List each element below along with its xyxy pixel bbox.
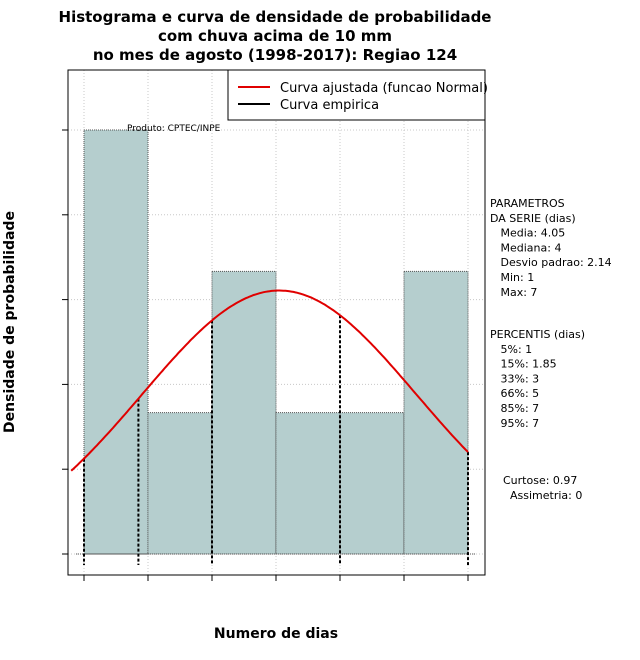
- histogram-bar: [403, 270, 469, 555]
- params-line: Max: 7: [490, 286, 537, 299]
- normal-curve: [70, 289, 469, 472]
- legend-box: [227, 69, 486, 121]
- params-line: Min: 1: [490, 271, 534, 284]
- percentis-line: 66%: 5: [490, 387, 539, 400]
- product-annotation: Produto: CPTEC/INPE: [127, 124, 221, 134]
- histogram-bar: [147, 412, 213, 555]
- chart-title-line-3: no mes de agosto (1998-2017): Regiao 124: [93, 46, 457, 64]
- percentis-line: 95%: 7: [490, 417, 539, 430]
- params-line: Desvio padrao: 2.14: [490, 256, 612, 269]
- histogram-bar: [339, 412, 405, 555]
- chart-title-line-1: Histograma e curva de densidade de proba…: [59, 8, 492, 26]
- x-axis: [83, 575, 469, 581]
- chart-title-line-2: com chuva acima de 10 mm: [158, 27, 392, 45]
- params-line: DA SERIE (dias): [490, 212, 576, 225]
- percentis-line: 15%: 1.85: [490, 358, 557, 371]
- histogram-bar: [83, 129, 149, 555]
- percentile-markers: [83, 315, 469, 565]
- percentis-line: PERCENTIS (dias): [490, 328, 585, 341]
- params-panel: PARAMETROS DA SERIE (dias) Media: 4.05 Me…: [490, 197, 612, 299]
- percentis-line: 5%: 1: [490, 343, 532, 356]
- y-axis-label: Densidade de probabilidade: [2, 211, 18, 433]
- percentis-line: 33%: 3: [490, 372, 539, 385]
- x-axis-label: Numero de dias: [214, 626, 338, 642]
- stats-line: Curtose: 0.97: [503, 474, 577, 487]
- percentis-line: 85%: 7: [490, 402, 539, 415]
- params-line: Mediana: 4: [490, 241, 561, 254]
- stats-line: Assimetria: 0: [503, 489, 582, 502]
- params-line: PARAMETROS: [490, 197, 565, 210]
- histogram-bar: [275, 412, 341, 555]
- histogram-bar: [211, 270, 277, 555]
- legend-normal-label: Curva ajustada (funcao Normal): [280, 81, 488, 96]
- legend: Curva ajustada (funcao Normal) Curva emp…: [227, 69, 488, 121]
- shape-stats-panel: Curtose: 0.97 Assimetria: 0: [503, 474, 582, 502]
- normal-curve-layer: [70, 289, 469, 472]
- legend-empirical-label: Curva empirica: [280, 98, 379, 113]
- percentiles-panel: PERCENTIS (dias) 5%: 1 15%: 1.85 33%: 3 …: [490, 328, 585, 430]
- params-line: Media: 4.05: [490, 227, 565, 240]
- histogram-bars: [76, 129, 476, 555]
- y-axis: [62, 129, 68, 555]
